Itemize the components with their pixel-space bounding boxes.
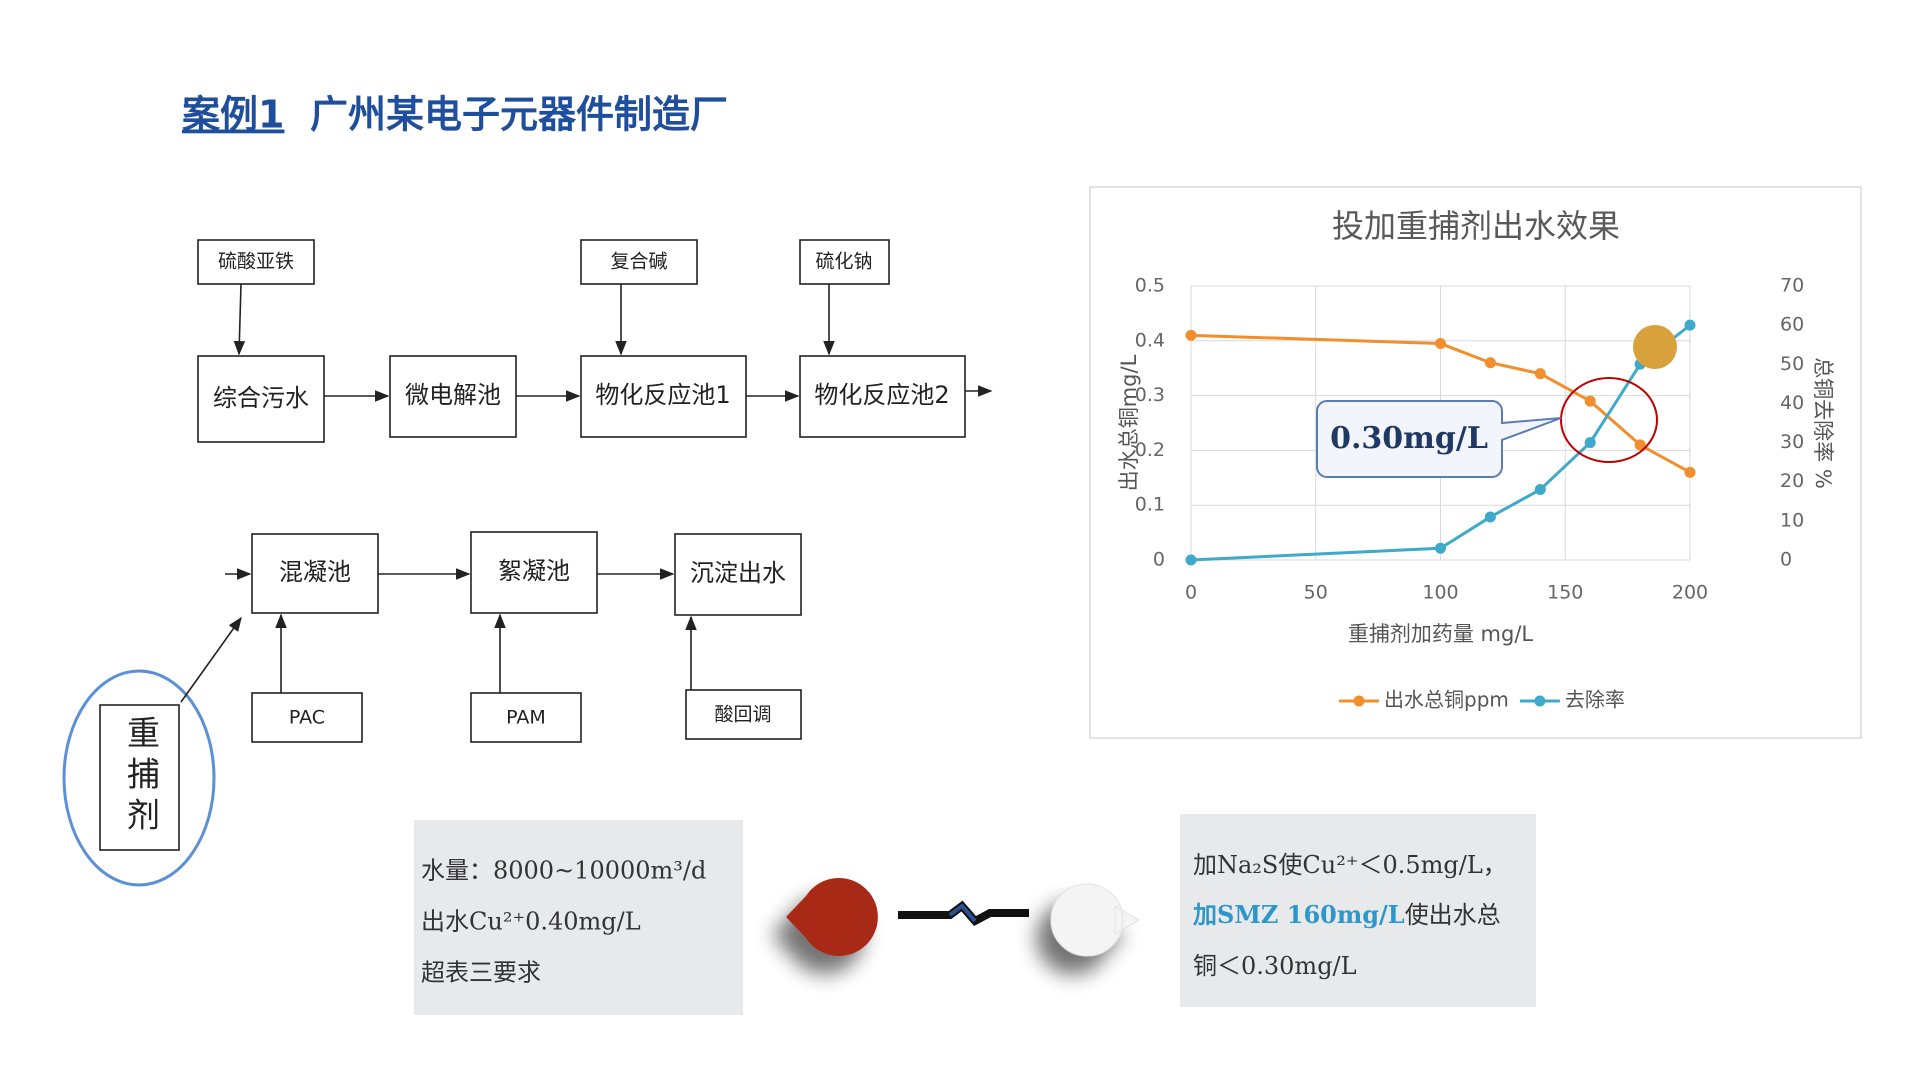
y2-tick-label: 10 bbox=[1780, 509, 1804, 531]
x-tick-label: 100 bbox=[1422, 582, 1458, 604]
y2-tick-label: 40 bbox=[1780, 392, 1804, 414]
process-label: 微电解池 bbox=[405, 381, 501, 409]
process-label: 物化反应池1 bbox=[595, 381, 730, 409]
additive-ring bbox=[62, 669, 216, 887]
reagent-box bbox=[251, 692, 363, 743]
note-text: 加Na₂S使Cu²⁺＜0.5mg/L， bbox=[1193, 851, 1507, 879]
reagent-label: 复合碱 bbox=[610, 251, 667, 273]
data-point bbox=[1684, 466, 1696, 478]
connector-decoration bbox=[786, 877, 1140, 957]
data-point bbox=[1435, 542, 1446, 554]
highlight-ring bbox=[1560, 377, 1658, 463]
y-tick-label: 0 bbox=[1153, 549, 1165, 571]
additive-label: 重捕剂 bbox=[122, 716, 161, 839]
note-line: 超表三要求 bbox=[421, 959, 541, 987]
reagent-box bbox=[470, 692, 582, 743]
slide-title: 广州某电子元器件制造厂 bbox=[310, 93, 728, 137]
y2-tick-label: 0 bbox=[1780, 549, 1792, 571]
legend-marker bbox=[1353, 695, 1365, 707]
reagent-box bbox=[685, 689, 802, 740]
case-label: 案例1 bbox=[182, 93, 284, 137]
red-bubble bbox=[786, 877, 878, 956]
note-line: 出水Cu²⁺0.40mg/L bbox=[421, 908, 641, 936]
arrow bbox=[180, 616, 242, 703]
legend-label: 去除率 bbox=[1565, 688, 1625, 712]
y2-tick-label: 30 bbox=[1780, 431, 1804, 453]
y2-tick-label: 50 bbox=[1780, 353, 1804, 375]
process-box bbox=[470, 531, 598, 614]
reagent-label: 硫酸亚铁 bbox=[218, 251, 294, 273]
data-point bbox=[1484, 511, 1496, 523]
process-box bbox=[674, 533, 802, 616]
process-box bbox=[580, 355, 747, 438]
process-label: 沉淀出水 bbox=[690, 559, 786, 587]
reagent-box bbox=[580, 239, 698, 285]
y-tick-label: 0.3 bbox=[1135, 384, 1165, 406]
y2-tick-label: 70 bbox=[1780, 275, 1804, 297]
chart-title: 投加重捕剂出水效果 bbox=[1332, 207, 1620, 245]
note-text: 铜＜0.30mg/L bbox=[1193, 952, 1357, 980]
note-line: 水量：8000~10000m³/d bbox=[421, 857, 706, 885]
x-tick-label: 50 bbox=[1304, 582, 1328, 604]
process-label: 综合污水 bbox=[213, 384, 309, 412]
data-point bbox=[1435, 338, 1446, 350]
process-box bbox=[197, 355, 325, 443]
callout bbox=[1316, 400, 1562, 478]
y2-tick-label: 20 bbox=[1780, 470, 1804, 492]
y-tick-label: 0.4 bbox=[1135, 329, 1165, 351]
data-point bbox=[1534, 368, 1546, 380]
zigzag-accent bbox=[948, 903, 977, 923]
data-point bbox=[1534, 484, 1546, 496]
x-tick-label: 200 bbox=[1672, 582, 1708, 604]
note-line: 加Na₂S使Cu²⁺＜0.5mg/L， bbox=[1193, 851, 1507, 879]
process-label: 絮凝池 bbox=[498, 557, 570, 585]
additive: 重捕剂 bbox=[62, 616, 242, 887]
y2-tick-label: 60 bbox=[1780, 314, 1804, 336]
note-line: 铜＜0.30mg/L bbox=[1193, 952, 1357, 980]
legend-label: 出水总铜ppm bbox=[1384, 688, 1509, 712]
note-text: 使出水总 bbox=[1405, 901, 1501, 929]
y-tick-label: 0.2 bbox=[1135, 439, 1165, 461]
x-tick-label: 0 bbox=[1185, 582, 1197, 604]
arrow bbox=[233, 283, 246, 356]
additive-box bbox=[99, 704, 180, 851]
reagent-label: PAM bbox=[506, 707, 546, 729]
data-point bbox=[1584, 395, 1596, 407]
white-bubble bbox=[1050, 883, 1140, 957]
reagent-label: 酸回调 bbox=[714, 704, 771, 726]
x-axis-title: 重捕剂加药量 mg/L bbox=[1348, 622, 1534, 646]
process-row-1: 综合污水 微电解池 物化反应池1 物化反应池2 bbox=[197, 355, 993, 443]
data-point bbox=[1634, 439, 1646, 451]
process-label: 物化反应池2 bbox=[814, 381, 949, 409]
y-tick-label: 0.5 bbox=[1135, 275, 1165, 297]
data-point bbox=[1584, 437, 1596, 449]
reagent-box bbox=[197, 239, 315, 285]
chart: 0 50 100 150 200 0 0.1 0.2 0.3 0.4 0.5 0 10 20 30 40 50 6… bbox=[1117, 275, 1835, 712]
data-point bbox=[1484, 357, 1496, 369]
x-tick-label: 150 bbox=[1547, 582, 1583, 604]
data-point bbox=[1185, 554, 1197, 566]
note-box bbox=[414, 820, 743, 1015]
reagents-top: 硫酸亚铁 复合碱 硫化钠 bbox=[197, 239, 890, 356]
reagent-label: PAC bbox=[289, 707, 325, 729]
callout-label: 0.30mg/L bbox=[1330, 421, 1488, 456]
note-box bbox=[1180, 814, 1536, 1007]
reagent-label: 硫化钠 bbox=[815, 251, 872, 273]
reagent-box bbox=[799, 239, 890, 285]
legend-marker bbox=[1534, 695, 1546, 707]
data-point bbox=[1185, 329, 1197, 341]
y-axis-title: 出水总铜mg/L bbox=[1117, 354, 1141, 491]
note-highlight: 加SMZ 160mg/L bbox=[1193, 900, 1405, 929]
edit-icon bbox=[1633, 325, 1677, 369]
note-line: 加SMZ 160mg/L使出水总 bbox=[1193, 900, 1501, 929]
process-row-2: 混凝池 絮凝池 沉淀出水 PAC PAM 酸回调 bbox=[225, 531, 802, 743]
process-label: 混凝池 bbox=[279, 558, 351, 586]
process-box bbox=[799, 355, 966, 438]
y-tick-label: 0.1 bbox=[1135, 494, 1165, 516]
data-point bbox=[1684, 319, 1696, 331]
y2-axis-title: 总铜去除率 % bbox=[1811, 357, 1835, 489]
